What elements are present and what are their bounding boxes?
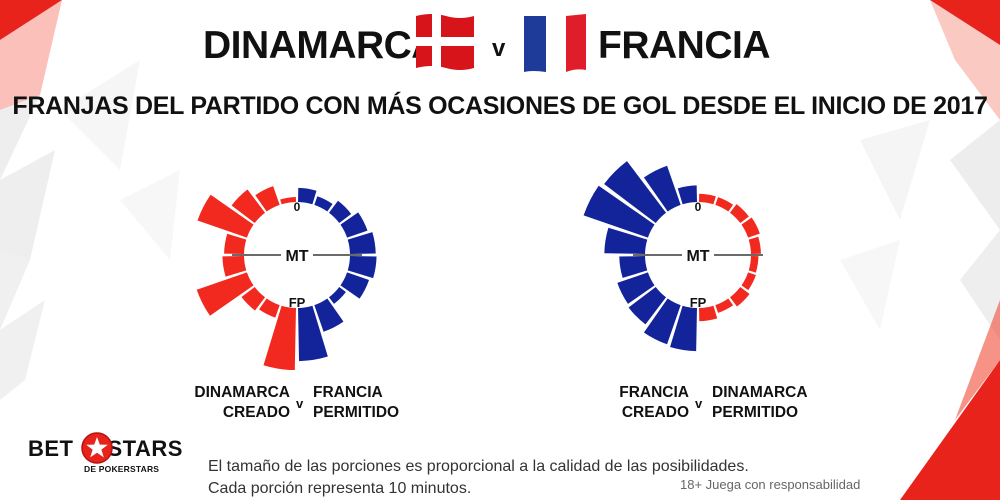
slice-left-80-FP [263,305,296,370]
logo-subtext: DE POKERSTARS [84,464,160,474]
series-left [583,161,697,352]
legend-team-label: FRANCIA [619,384,689,401]
slice-left-0-10 [280,197,296,205]
slice-right-50-60 [340,272,370,299]
legend-vs-label: v [296,396,304,411]
denmark-flag-icon [416,14,474,72]
chart-subtitle: FRANJAS DEL PARTIDO CON MÁS OCASIONES DE… [12,92,988,120]
legend-team-label: FRANCIA [313,384,383,401]
series-right [699,193,761,322]
team-right-title: FRANCIA [598,24,770,67]
slice-right-40-MT [347,232,376,254]
vs-label: v [492,35,506,62]
series-right [298,187,377,362]
responsible-gambling-note: 18+ Juega con responsabilidad [680,477,861,492]
slice-left-MT-50 [222,256,247,277]
slice-left-10-20 [643,165,681,212]
slice-left-20-30 [604,161,667,224]
logo-wordmark: BET STARS [28,434,183,464]
slice-left-60-70 [241,286,266,311]
legend-metric-label: CREADO [621,404,689,421]
slice-right-70-80 [314,298,344,332]
star-icon [81,432,113,464]
footnote-line-1: El tamaño de las porciones es proporcion… [208,458,749,475]
slice-left-50-60 [617,272,655,304]
slice-right-30-40 [340,212,368,238]
start-label: 0 [695,200,702,214]
betstars-logo: BET STARS DE POKERSTARS [28,432,198,484]
footnote-line-2: Cada porción representa 10 minutos. [208,480,472,497]
legend-right-chart1: FRANCIA PERMITIDO [313,383,413,425]
slice-left-30-40 [583,185,655,238]
slice-right-80-FP [298,305,328,362]
legend-team-label: DINAMARCA [194,384,290,401]
logo-text-left: BET [28,436,74,461]
fulltime-label: FP [289,295,306,310]
team-left-title: DINAMARCA [203,24,439,67]
slice-right-60-70 [328,286,346,304]
slice-left-20-30 [231,189,266,224]
slice-right-70-80 [715,298,734,313]
slice-right-60-70 [729,286,750,307]
slice-right-80-FP [699,305,718,322]
legend-metric-label: PERMITIDO [313,404,400,421]
slice-left-MT-50 [619,256,648,278]
legend-left-chart1: DINAMARCA CREADO [194,383,290,425]
legend-metric-label: CREADO [222,404,290,421]
series-left [196,186,296,370]
slice-right-10-20 [715,197,734,212]
slice-left-0-10 [677,185,697,205]
slice-right-30-40 [741,217,760,238]
legend-metric-label: PERMITIDO [712,404,799,421]
halftime-label-bg [682,244,714,266]
slice-left-60-70 [628,286,667,325]
slice-right-20-30 [328,200,352,224]
france-flag-icon [524,14,586,72]
slice-left-50-60 [196,272,254,316]
legend-vs-label: v [695,396,703,411]
fulltime-label: FP [690,295,707,310]
halftime-label-bg [281,244,313,266]
legend-left-chart2: FRANCIA CREADO [600,383,689,425]
slice-right-50-60 [741,272,756,291]
slice-right-0-10 [699,193,716,205]
slice-right-10-20 [314,196,333,212]
slice-right-0-10 [298,187,317,205]
slice-left-10-20 [255,186,280,212]
halftime-label: MT [686,248,709,265]
legend-team-label: DINAMARCA [712,384,808,401]
slice-left-70-80 [643,298,681,345]
radial-chart-francia-v-dinamarca: MT 0 FP [583,161,763,352]
radial-chart-dinamarca-v-francia: MT 0 FP [196,186,377,370]
start-label: 0 [294,200,301,214]
halftime-label: MT [285,248,308,265]
slice-right-MT-50 [748,256,759,273]
slice-left-80-FP [670,305,697,352]
slice-left-70-80 [259,298,280,318]
slice-right-20-30 [729,204,749,224]
slice-left-40-MT [604,227,648,254]
slice-right-MT-50 [347,256,377,279]
logo-text-right: STARS [107,436,183,461]
slice-left-30-40 [197,194,254,238]
slice-left-40-MT [224,233,247,254]
legend-right-chart2: DINAMARCA PERMITIDO [712,383,812,425]
slice-right-40-MT [748,236,761,254]
